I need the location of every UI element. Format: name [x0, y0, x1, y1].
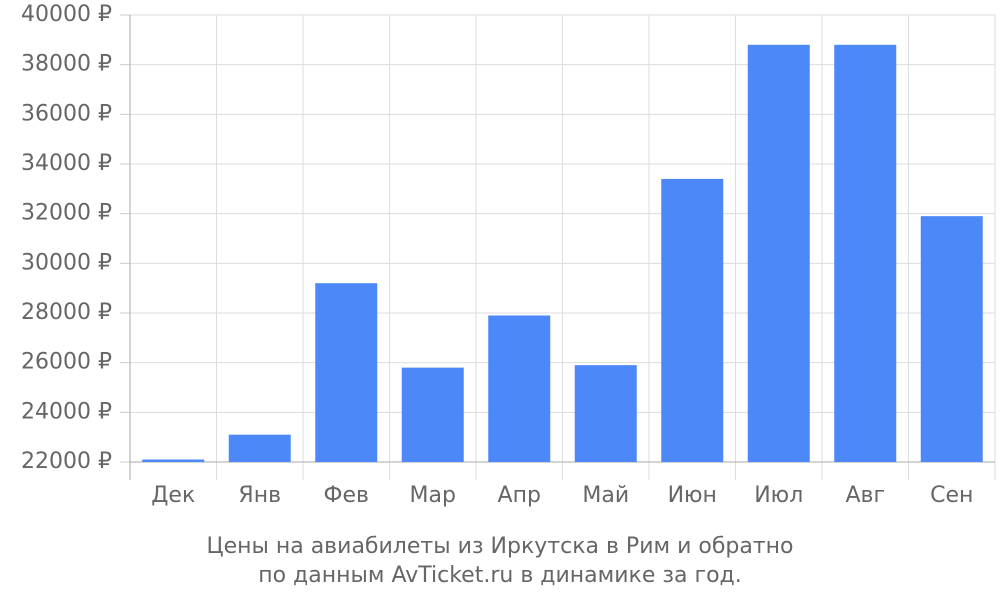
y-tick-label: 28000 ₽	[21, 300, 112, 325]
bar	[401, 367, 464, 462]
x-tick-label: Июн	[668, 483, 717, 508]
y-tick-label: 34000 ₽	[21, 151, 112, 176]
y-tick-label: 26000 ₽	[21, 350, 112, 375]
x-tick-label: Сен	[930, 483, 973, 508]
bar	[315, 283, 378, 462]
x-tick-label: Авг	[845, 483, 885, 508]
y-tick-label: 30000 ₽	[21, 250, 112, 275]
x-tick-label: Янв	[238, 483, 281, 508]
x-tick-label: Июл	[754, 483, 803, 508]
bar	[661, 178, 724, 462]
bar	[574, 365, 637, 462]
bar	[747, 44, 810, 463]
chart-title: Цены на авиабилеты из Иркутска в Рим и о…	[206, 534, 793, 559]
bar	[142, 459, 205, 462]
bar	[834, 44, 897, 463]
x-tick-label: Апр	[498, 483, 541, 508]
x-tick-label: Мар	[410, 483, 456, 508]
x-tick-label: Май	[582, 483, 629, 508]
bar	[920, 216, 983, 462]
bar	[488, 315, 551, 462]
y-tick-label: 36000 ₽	[21, 101, 112, 126]
bar	[228, 434, 291, 462]
y-tick-label: 24000 ₽	[21, 399, 112, 424]
x-tick-label: Дек	[151, 483, 195, 508]
y-tick-label: 38000 ₽	[21, 52, 112, 77]
chart-title: по данным AvTicket.ru в динамике за год.	[258, 563, 742, 588]
y-tick-label: 32000 ₽	[21, 201, 112, 226]
y-tick-label: 40000 ₽	[21, 2, 112, 27]
x-tick-label: Фев	[324, 483, 369, 508]
y-tick-label: 22000 ₽	[21, 449, 112, 474]
